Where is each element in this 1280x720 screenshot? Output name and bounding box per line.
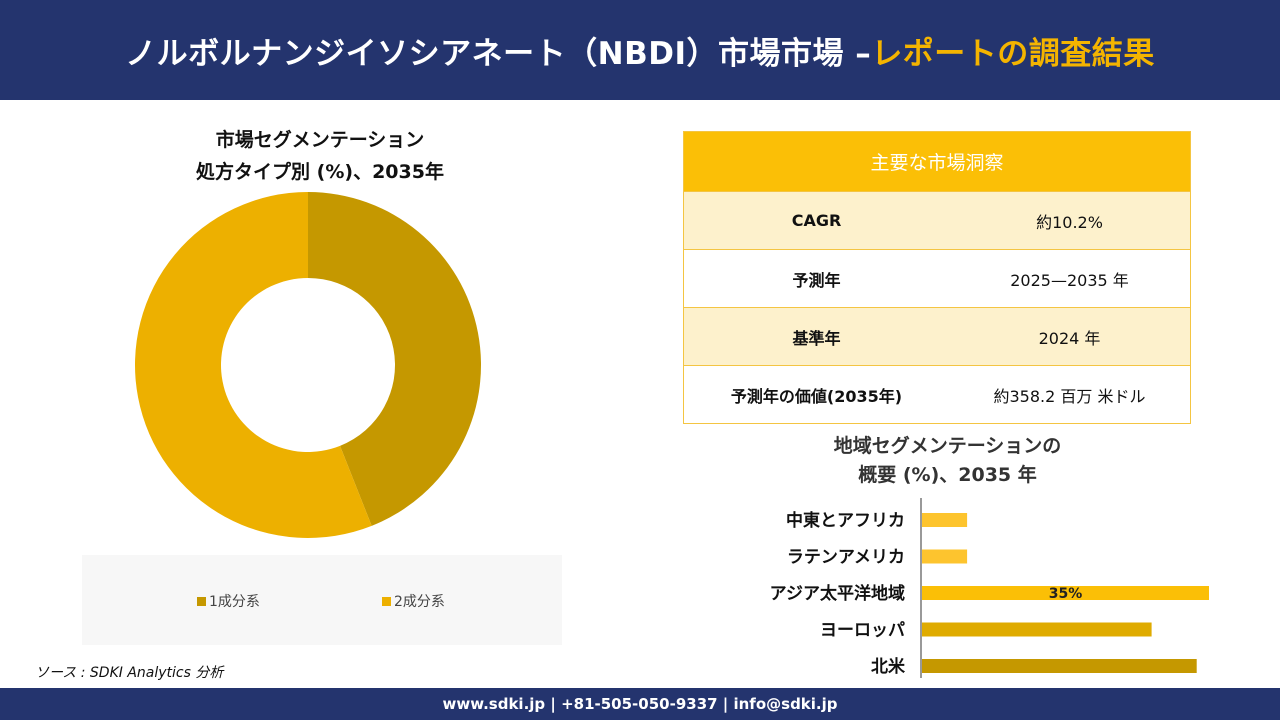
legend-swatch-1: [197, 596, 206, 606]
donut-legend: 1成分系 2成分系: [82, 555, 562, 645]
report-header: ノルボルナンジイソシアネート（NBDI）市場市場 – レポートの調査結果: [0, 0, 1280, 100]
insights-label: CAGR: [791, 211, 842, 230]
bar-category-label: 北米: [871, 656, 906, 677]
source-note: ソース : SDKI Analytics 分析: [35, 665, 224, 681]
header-title-accent: レポートの調査結果: [871, 35, 1155, 72]
bar-1: [922, 513, 968, 527]
bar-data-label: 35%: [1049, 586, 1083, 602]
donut-title-line2: 処方タイプ別 (%)、2035年: [196, 161, 444, 183]
bar-category-label: アジア太平洋地域: [770, 583, 905, 604]
bar-category-label: ヨーロッパ: [820, 621, 905, 641]
insights-row-cagr: CAGR 約10.2%: [684, 191, 1190, 249]
insights-row-forecast-value: 予測年の価値(2035年) 約358.2 百万 米ドル: [684, 365, 1190, 423]
legend-label-2: 2成分系: [394, 594, 445, 610]
bar-title-line2: 概要 (%)、2035 年: [858, 464, 1037, 486]
donut-slice-2: [135, 192, 372, 538]
insights-row-forecast-year: 予測年 2025—2035 年: [684, 249, 1190, 307]
donut-slice-1: [308, 192, 482, 526]
donut-chart: [135, 192, 482, 538]
legend-swatch-2: [382, 596, 391, 606]
bar-2: [922, 549, 968, 564]
bar-title-line1: 地域セグメンテーションの: [833, 435, 1062, 457]
insights-value: 約10.2%: [1036, 212, 1103, 232]
bar-category-label: 中東とアフリカ: [786, 510, 905, 531]
legend-item-2: 2成分系: [382, 591, 445, 611]
insights-label: 基準年: [792, 328, 841, 348]
bar-3: [922, 586, 1209, 600]
donut-chart-title: 市場セグメンテーション 処方タイプ別 (%)、2035年: [90, 124, 550, 188]
bar-category-label: ラテンアメリカ: [787, 548, 905, 568]
footer-contact: www.sdki.jp | +81-505-050-9337 | info@sd…: [0, 688, 1280, 720]
market-insights-table: 主要な市場洞察 CAGR 約10.2% 予測年 2025—2035 年 基準年 …: [683, 131, 1191, 424]
insights-label: 予測年の価値(2035年): [730, 386, 903, 406]
insights-label: 予測年: [792, 270, 841, 290]
insights-value: 約358.2 百万 米ドル: [993, 386, 1146, 406]
donut-title-line1: 市場セグメンテーション: [215, 129, 425, 151]
insights-value: 2024 年: [1038, 328, 1101, 348]
insights-value: 2025—2035 年: [1010, 270, 1129, 290]
bar-4: [922, 622, 1152, 637]
insights-row-base-year: 基準年 2024 年: [684, 307, 1190, 365]
header-title: ノルボルナンジイソシアネート（NBDI）市場市場 –: [125, 35, 872, 72]
insights-header: 主要な市場洞察: [684, 132, 1190, 191]
legend-label-1: 1成分系: [209, 594, 260, 610]
bar-chart-title: 地域セグメンテーションの 概要 (%)、2035 年: [760, 432, 1135, 490]
legend-item-1: 1成分系: [197, 591, 260, 611]
bar-5: [922, 659, 1197, 673]
